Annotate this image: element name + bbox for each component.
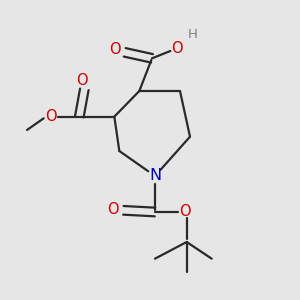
Text: O: O bbox=[45, 109, 57, 124]
Text: O: O bbox=[107, 202, 119, 217]
Text: O: O bbox=[179, 205, 191, 220]
Text: O: O bbox=[171, 41, 183, 56]
Text: O: O bbox=[76, 73, 88, 88]
Text: H: H bbox=[188, 28, 198, 41]
Text: O: O bbox=[110, 42, 121, 57]
Text: N: N bbox=[149, 169, 161, 184]
